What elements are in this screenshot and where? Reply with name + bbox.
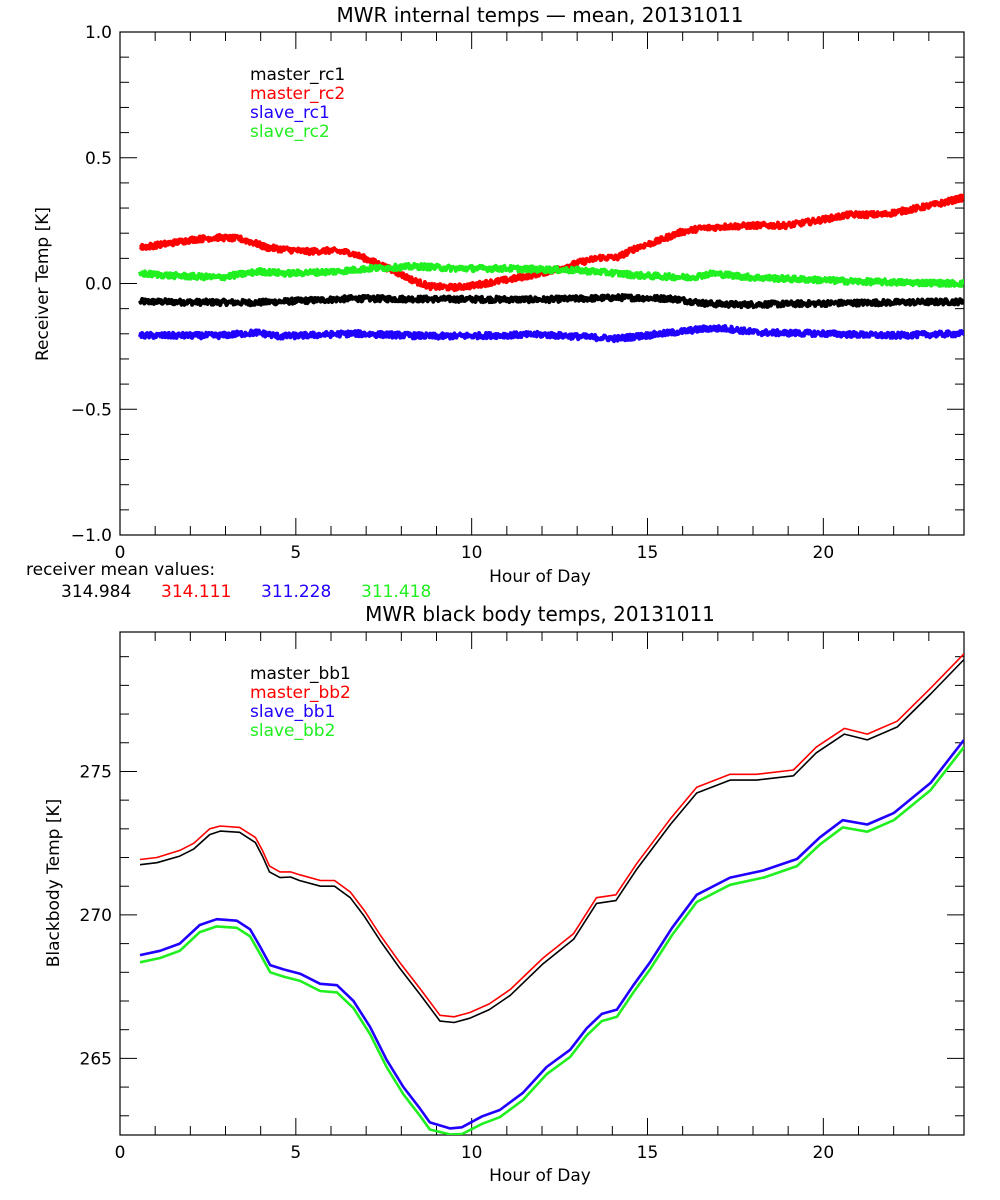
x-tick-label: 10 — [461, 543, 483, 563]
blackbody-series-group — [139, 653, 964, 1135]
legend-entry: slave_rc1 — [250, 103, 330, 123]
y-tick-label: 0.0 — [85, 275, 112, 295]
series-line — [138, 261, 964, 288]
y-tick-label: −0.5 — [71, 400, 112, 420]
chart-title-receiver: MWR internal temps — mean, 20131011 — [336, 3, 743, 27]
x-tick-label: 5 — [290, 1143, 301, 1163]
legend-entry: master_rc2 — [250, 84, 345, 104]
legend-entry: master_rc1 — [250, 65, 345, 85]
x-tick-label: 20 — [813, 543, 835, 563]
mean-value-slave-rc2: 311.418 — [361, 582, 431, 602]
y-tick-label: −1.0 — [71, 526, 112, 546]
y-axis-label-blackbody: Blackbody Temp [K] — [44, 799, 64, 968]
legend-entry: master_bb1 — [250, 664, 351, 684]
y-tick-label: 275 — [80, 762, 112, 782]
series-slave-rc2 — [138, 261, 964, 288]
series-master-bb2 — [139, 653, 964, 1018]
legend-entry: slave_rc2 — [250, 122, 330, 142]
receiver-temp-panel: MWR internal temps — mean, 20131011 0 5 10… — [26, 3, 965, 602]
y-tick-label: 265 — [80, 1049, 112, 1069]
series-line — [139, 746, 964, 1135]
mean-value-master-rc2: 314.111 — [161, 582, 231, 602]
x-tick-label: 5 — [290, 543, 301, 563]
x-tick-label: 15 — [637, 543, 659, 563]
series-line — [138, 293, 964, 310]
y-tick-label: 0.5 — [85, 149, 112, 169]
legend-entry: slave_bb2 — [250, 721, 335, 741]
y-tick-label: 1.0 — [85, 23, 112, 43]
x-tick-label: 20 — [813, 1143, 835, 1163]
series-slave-bb1 — [139, 739, 964, 1130]
x-tick-label: 15 — [637, 1143, 659, 1163]
chart-title-blackbody: MWR black body temps, 20131011 — [365, 602, 715, 626]
y-tick-label: 270 — [80, 906, 112, 926]
x-tick-label: 0 — [115, 1143, 126, 1163]
series-slave-rc1 — [138, 324, 964, 344]
mean-values: 314.984 314.111 311.228 311.418 — [61, 582, 431, 602]
series-slave-bb2 — [139, 746, 964, 1135]
series-master-rc1 — [138, 293, 964, 310]
series-line — [139, 658, 964, 1024]
series-master-rc2 — [138, 193, 964, 293]
series-master-bb1 — [139, 658, 964, 1024]
plot-frame — [119, 631, 965, 1136]
mean-value-slave-rc1: 311.228 — [261, 582, 331, 602]
legend-entry: slave_bb1 — [250, 702, 335, 722]
legend-entry: master_bb2 — [250, 683, 351, 703]
series-line — [139, 739, 964, 1130]
series-line — [138, 193, 964, 293]
x-axis-label-blackbody: Hour of Day — [489, 1166, 591, 1186]
mean-values-label: receiver mean values: — [26, 560, 215, 580]
series-line — [139, 653, 964, 1018]
receiver-series-group — [138, 193, 964, 344]
blackbody-axes: 0 5 10 15 20 265 270 275 — [80, 631, 965, 1163]
x-axis-label-receiver: Hour of Day — [489, 567, 591, 587]
x-tick-label: 0 — [115, 543, 126, 563]
receiver-axes: 0 5 10 15 20 −1.0 −0.5 0.0 0.5 1.0 — [71, 23, 965, 563]
series-line — [138, 324, 964, 344]
y-axis-label-receiver: Receiver Temp [K] — [33, 207, 53, 361]
mean-value-master-rc1: 314.984 — [61, 582, 131, 602]
blackbody-temp-panel: MWR black body temps, 20131011 0 5 10 15 20 2… — [44, 602, 965, 1186]
x-tick-label: 10 — [461, 1143, 483, 1163]
